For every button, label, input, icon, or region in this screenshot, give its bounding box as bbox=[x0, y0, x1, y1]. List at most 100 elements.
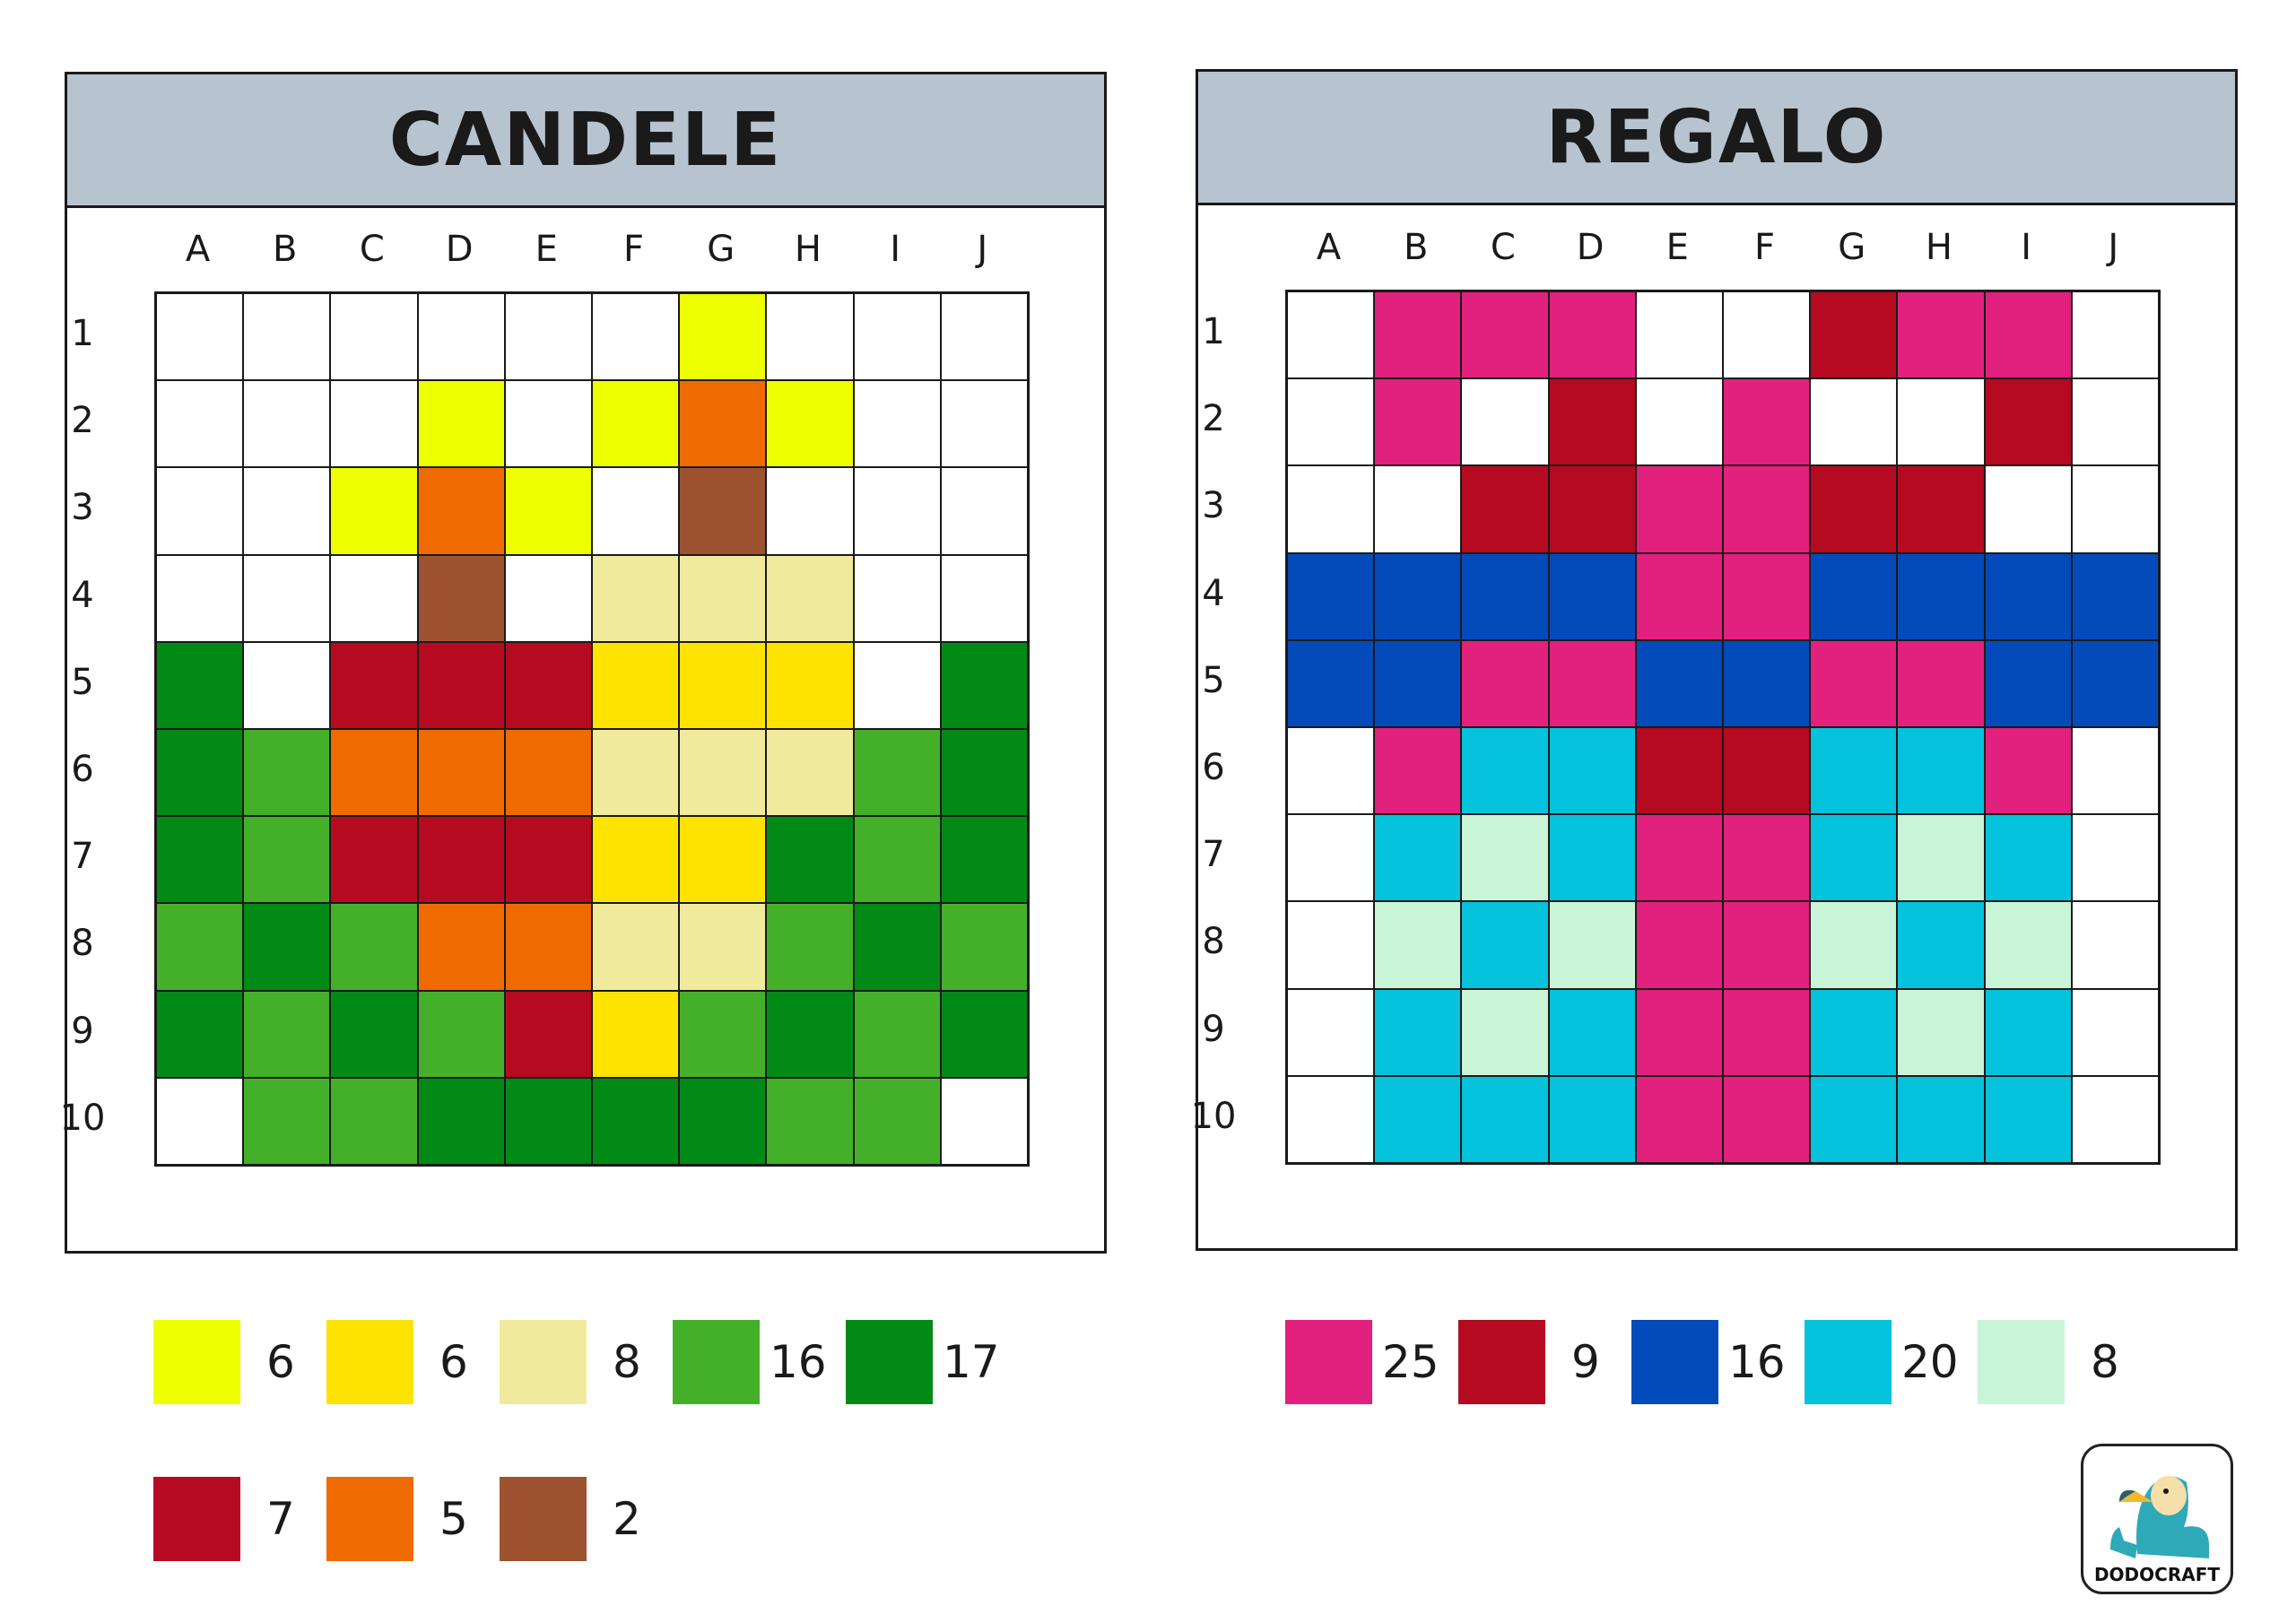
grid-cell-E8 bbox=[504, 903, 592, 991]
grid-cell-H3 bbox=[766, 467, 854, 555]
grid-cell-I7 bbox=[853, 816, 941, 904]
grid-cell-B10 bbox=[1374, 1075, 1462, 1163]
grid-cell-G9 bbox=[1810, 988, 1898, 1076]
candele-row-label: 8 bbox=[71, 923, 94, 965]
grid-cell-C8 bbox=[330, 903, 418, 991]
grid-cell-D8 bbox=[417, 903, 505, 991]
grid-cell-C5 bbox=[1461, 639, 1549, 727]
candele-row-label: 3 bbox=[71, 487, 94, 529]
candele-column-label: A bbox=[185, 229, 211, 270]
grid-cell-E5 bbox=[504, 641, 592, 729]
grid-cell-E10 bbox=[1635, 1075, 1723, 1163]
candele-legend-count: 5 bbox=[439, 1493, 468, 1545]
candele-column-label: F bbox=[622, 229, 644, 270]
grid-cell-A3 bbox=[1287, 465, 1375, 553]
candele-row-label: 1 bbox=[71, 313, 94, 354]
grid-cell-F1 bbox=[591, 293, 680, 381]
grid-cell-A10 bbox=[1287, 1075, 1375, 1163]
grid-cell-C6 bbox=[330, 728, 418, 817]
grid-cell-B10 bbox=[243, 1077, 331, 1165]
grid-cell-B9 bbox=[243, 990, 331, 1078]
grid-cell-C9 bbox=[330, 990, 418, 1078]
grid-cell-C4 bbox=[1461, 552, 1549, 640]
regalo-legend-swatch bbox=[1631, 1320, 1718, 1404]
grid-cell-H6 bbox=[766, 728, 854, 817]
grid-cell-E6 bbox=[504, 728, 592, 817]
grid-cell-G7 bbox=[1810, 814, 1898, 902]
candele-legend-swatch bbox=[846, 1320, 933, 1404]
candele-legend-count: 7 bbox=[266, 1493, 295, 1545]
grid-cell-E5 bbox=[1635, 639, 1723, 727]
candele-legend-count: 6 bbox=[439, 1336, 468, 1388]
dodo-bird-icon: DODOCRAFT bbox=[2094, 1476, 2220, 1585]
grid-cell-A2 bbox=[1287, 378, 1375, 466]
grid-cell-B9 bbox=[1374, 988, 1462, 1076]
grid-cell-D5 bbox=[417, 641, 505, 729]
grid-cell-D7 bbox=[417, 816, 505, 904]
regalo-legend-count: 16 bbox=[1728, 1336, 1786, 1388]
regalo-legend-swatch bbox=[1285, 1320, 1372, 1404]
grid-cell-I6 bbox=[1984, 726, 2072, 815]
grid-cell-H9 bbox=[1897, 988, 1985, 1076]
grid-cell-B4 bbox=[1374, 552, 1462, 640]
grid-cell-J4 bbox=[940, 554, 1028, 642]
grid-cell-H10 bbox=[766, 1077, 854, 1165]
grid-cell-G2 bbox=[1810, 378, 1898, 466]
candele-grid bbox=[154, 291, 1030, 1167]
grid-cell-C1 bbox=[330, 293, 418, 381]
grid-cell-J8 bbox=[2071, 901, 2159, 989]
grid-cell-A8 bbox=[1287, 901, 1375, 989]
grid-cell-G3 bbox=[679, 467, 767, 555]
grid-cell-H5 bbox=[766, 641, 854, 729]
grid-cell-I4 bbox=[853, 554, 941, 642]
grid-cell-A5 bbox=[1287, 639, 1375, 727]
regalo-column-label: I bbox=[2021, 227, 2031, 268]
grid-cell-J5 bbox=[2071, 639, 2159, 727]
grid-cell-B6 bbox=[243, 728, 331, 817]
grid-cell-F5 bbox=[591, 641, 680, 729]
grid-cell-E8 bbox=[1635, 901, 1723, 989]
grid-cell-D7 bbox=[1548, 814, 1636, 902]
candele-column-label: I bbox=[890, 229, 900, 270]
grid-cell-B3 bbox=[243, 467, 331, 555]
regalo-legend-swatch bbox=[1978, 1320, 2065, 1404]
grid-cell-A1 bbox=[1287, 291, 1375, 379]
grid-cell-J6 bbox=[940, 728, 1028, 817]
grid-cell-C2 bbox=[330, 380, 418, 468]
grid-cell-B2 bbox=[243, 380, 331, 468]
grid-cell-H8 bbox=[1897, 901, 1985, 989]
grid-cell-D1 bbox=[1548, 291, 1636, 379]
regalo-column-label: A bbox=[1316, 227, 1342, 268]
grid-cell-F4 bbox=[591, 554, 680, 642]
grid-cell-J1 bbox=[940, 293, 1028, 381]
grid-cell-E2 bbox=[1635, 378, 1723, 466]
grid-cell-E2 bbox=[504, 380, 592, 468]
grid-cell-G1 bbox=[1810, 291, 1898, 379]
grid-cell-I8 bbox=[1984, 901, 2072, 989]
regalo-column-label: H bbox=[1925, 227, 1952, 268]
candele-column-label: E bbox=[535, 229, 558, 270]
regalo-row-label: 9 bbox=[1202, 1008, 1225, 1050]
grid-cell-B1 bbox=[243, 293, 331, 381]
grid-cell-C2 bbox=[1461, 378, 1549, 466]
grid-cell-B6 bbox=[1374, 726, 1462, 815]
grid-cell-H3 bbox=[1897, 465, 1985, 553]
candele-row-label: 4 bbox=[71, 574, 94, 616]
grid-cell-D10 bbox=[1548, 1075, 1636, 1163]
grid-cell-J7 bbox=[2071, 814, 2159, 902]
grid-cell-I8 bbox=[853, 903, 941, 991]
regalo-row-label: 10 bbox=[1190, 1095, 1237, 1137]
candele-column-label: H bbox=[794, 229, 822, 270]
grid-cell-J2 bbox=[2071, 378, 2159, 466]
grid-cell-C10 bbox=[330, 1077, 418, 1165]
grid-cell-C3 bbox=[1461, 465, 1549, 553]
candele-legend-count: 17 bbox=[943, 1336, 1000, 1388]
grid-cell-A4 bbox=[1287, 552, 1375, 640]
grid-cell-G1 bbox=[679, 293, 767, 381]
dodocraft-logo: DODOCRAFT bbox=[2081, 1444, 2233, 1594]
regalo-title: REGALO bbox=[1198, 72, 2235, 205]
grid-cell-A2 bbox=[156, 380, 244, 468]
grid-cell-D1 bbox=[417, 293, 505, 381]
grid-cell-J7 bbox=[940, 816, 1028, 904]
grid-cell-J4 bbox=[2071, 552, 2159, 640]
